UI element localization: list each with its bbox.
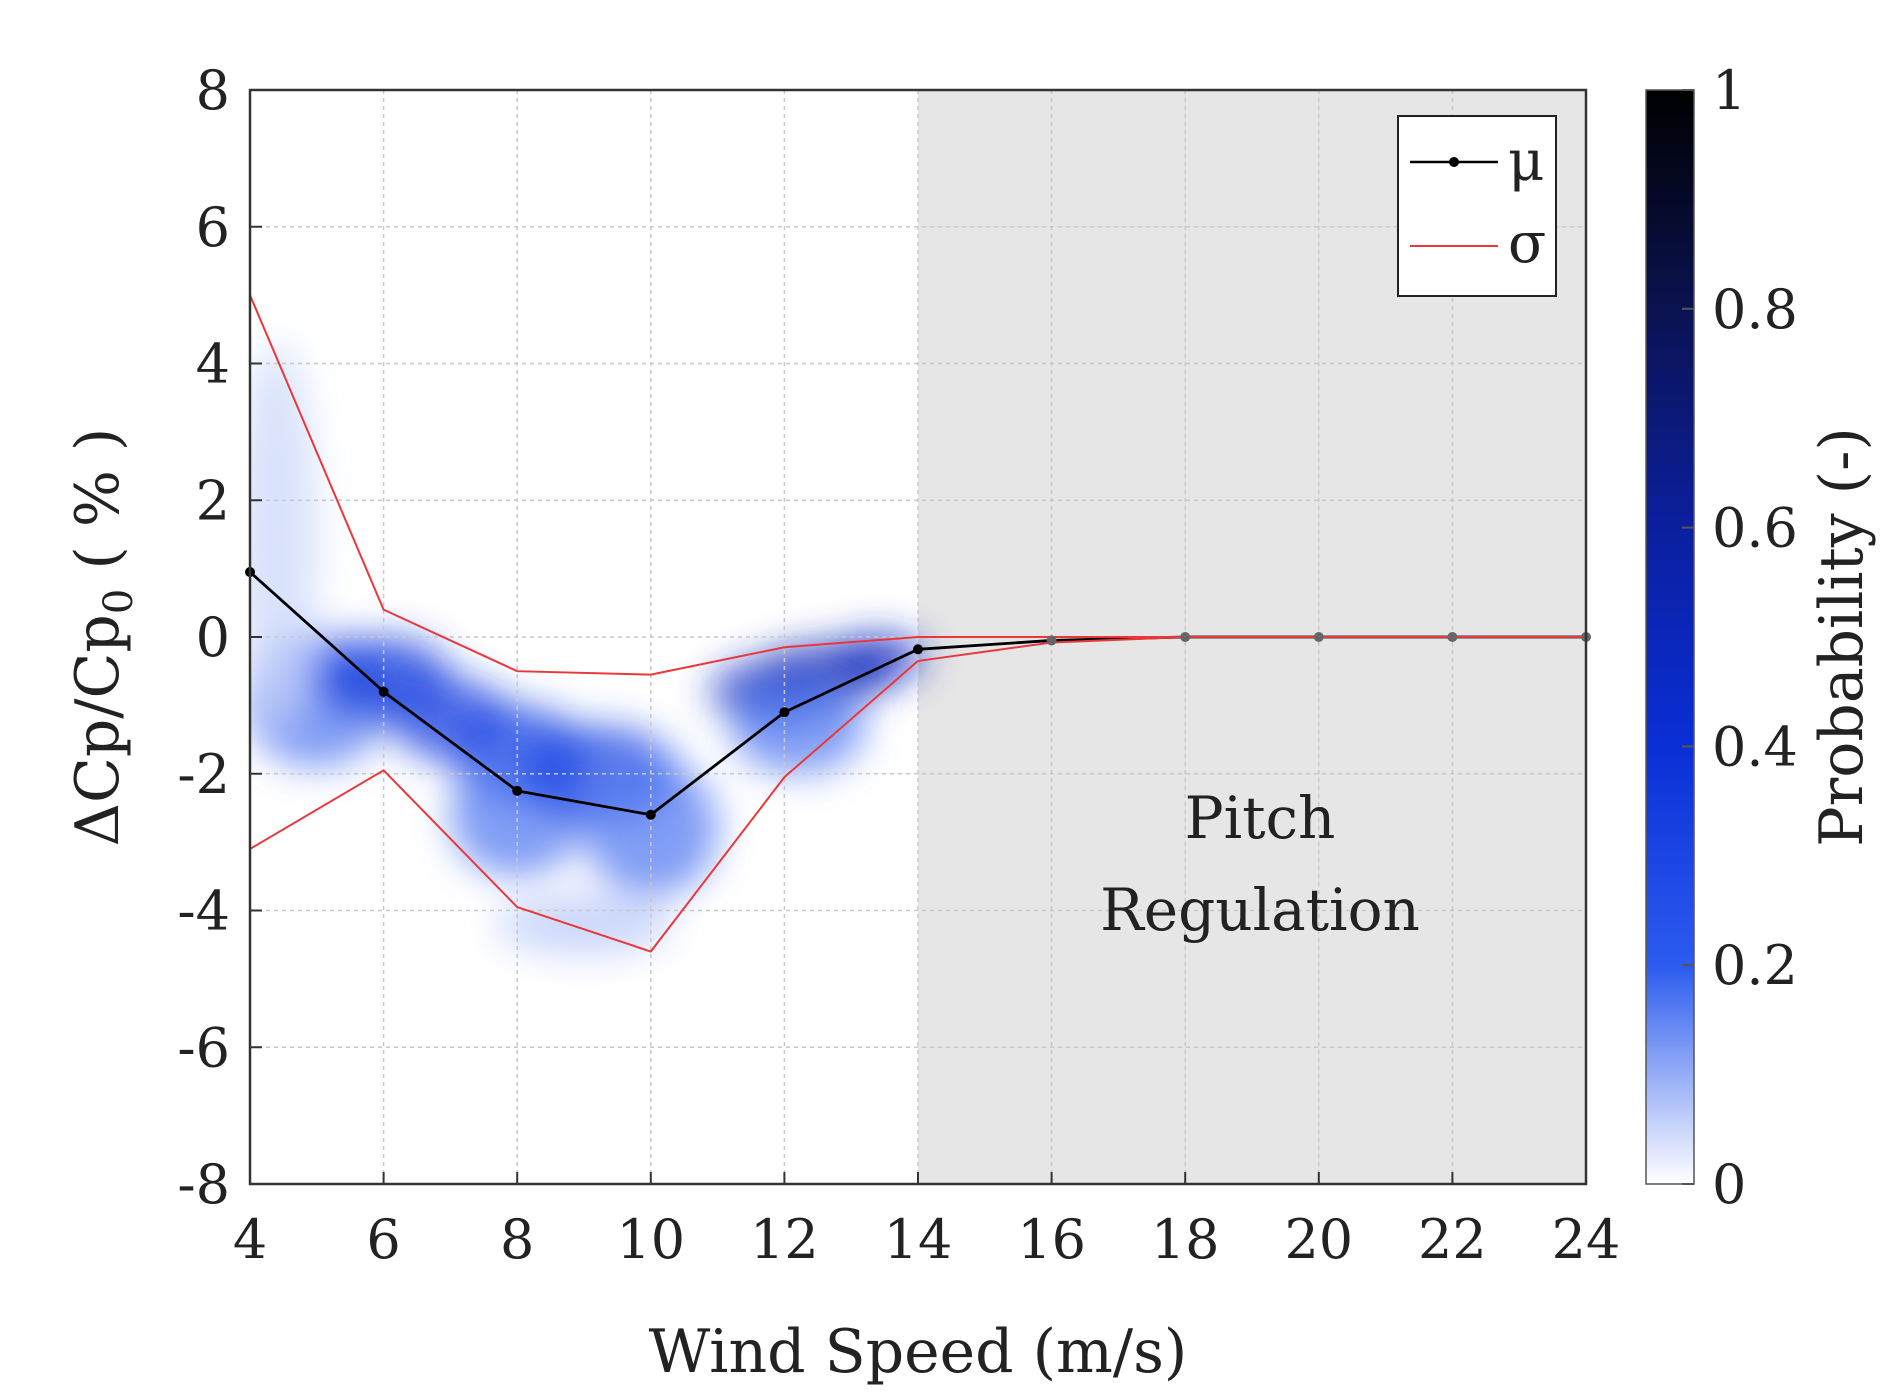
colorbar-tick-label: 0.2 xyxy=(1712,934,1798,997)
y-tick-label: -6 xyxy=(177,1016,230,1079)
x-axis-ticks: 4 6 8 10 12 14 16 18 20 22 24 xyxy=(233,1172,1621,1271)
y-tick-label: -2 xyxy=(177,743,230,806)
legend-mu-marker xyxy=(1449,157,1459,167)
x-tick-label: 18 xyxy=(1151,1208,1220,1271)
y-axis-title-tail: ( % ) xyxy=(63,428,133,589)
series-markers xyxy=(245,567,1591,820)
y-tick-label: 4 xyxy=(196,333,230,396)
annotation-pitch: Pitch xyxy=(1185,784,1336,852)
series-mu-point xyxy=(1180,632,1191,642)
series-mu-point xyxy=(512,785,523,796)
x-tick-label: 6 xyxy=(366,1208,400,1271)
x-tick-label: 10 xyxy=(616,1208,685,1271)
x-tick-label: 12 xyxy=(750,1208,819,1271)
legend: μ σ xyxy=(1397,115,1557,297)
x-tick-label: 22 xyxy=(1418,1208,1487,1271)
x-tick-label: 8 xyxy=(500,1208,534,1271)
series-mu-point xyxy=(378,686,389,697)
series-mu-point xyxy=(645,809,656,820)
probability-density xyxy=(250,343,925,955)
series-sigma-line xyxy=(250,636,1586,953)
series-mu-point xyxy=(779,707,790,718)
colorbar-tick-label: 0.6 xyxy=(1712,497,1798,560)
x-tick-label: 24 xyxy=(1552,1208,1621,1271)
colorbar-tick-label: 1 xyxy=(1712,59,1746,122)
x-tick-label: 20 xyxy=(1284,1208,1353,1271)
density-blob xyxy=(250,343,317,726)
density-blob xyxy=(497,893,671,955)
y-tick-label: 6 xyxy=(196,196,230,259)
colorbar: 0 0.2 0.4 0.6 0.8 1 Probability (-) xyxy=(1645,59,1877,1216)
y-tick-label: 2 xyxy=(196,469,230,532)
x-tick-label: 14 xyxy=(884,1208,953,1271)
y-axis-title-subscript: 0 xyxy=(96,589,142,614)
series-mu-point xyxy=(1447,632,1458,642)
density-blob xyxy=(730,678,865,774)
y-tick-label: -4 xyxy=(177,880,230,943)
x-axis-title: Wind Speed (m/s) xyxy=(649,1317,1188,1387)
y-axis-title-main: ΔCp/Cp xyxy=(63,614,133,846)
legend-mu-label: μ xyxy=(1508,129,1544,194)
series-mu-point xyxy=(1313,632,1324,642)
colorbar-ticks: 0 0.2 0.4 0.6 0.8 1 xyxy=(1682,59,1798,1216)
y-tick-label: 8 xyxy=(196,59,230,122)
y-axis-title: ΔCp/Cp0 ( % ) xyxy=(63,428,142,847)
legend-box xyxy=(1397,115,1557,297)
annotation-regulation: Regulation xyxy=(1100,876,1420,944)
colorbar-tick-label: 0 xyxy=(1712,1153,1746,1216)
legend-sigma-label: σ xyxy=(1508,211,1546,276)
y-axis-ticks: -8 -6 -4 -2 0 2 4 6 8 xyxy=(177,59,262,1216)
colorbar-gradient xyxy=(1645,89,1695,1185)
y-tick-label: -8 xyxy=(177,1153,230,1216)
y-tick-label: 0 xyxy=(196,606,230,669)
density-blob xyxy=(831,633,925,682)
colorbar-tick-label: 0.4 xyxy=(1712,715,1798,778)
x-tick-label: 16 xyxy=(1017,1208,1086,1271)
series-mu-point xyxy=(1046,635,1057,646)
series-mu-point xyxy=(913,644,923,655)
colorbar-tick-label: 0.8 xyxy=(1712,278,1798,341)
x-tick-label: 4 xyxy=(233,1208,267,1271)
colorbar-title: Probability (-) xyxy=(1807,427,1877,847)
